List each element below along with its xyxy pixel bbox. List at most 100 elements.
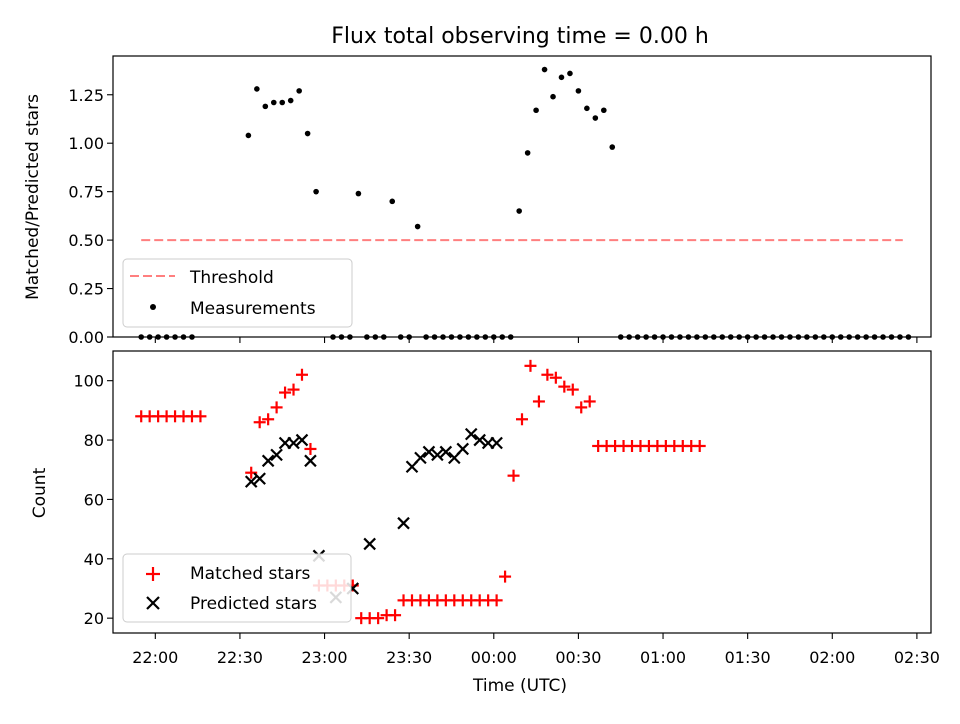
matched-star-point (194, 410, 207, 423)
y-tick-label: 20 (84, 609, 104, 628)
matched-star-point (524, 359, 537, 372)
matched-star-point (253, 416, 266, 429)
bottom-panel: 20 40 60 80 100 22:00 22:30 23:00 23:30 00:00 00:… (30, 350, 940, 696)
legend-predicted-swatch (146, 596, 160, 610)
measurement-point (541, 66, 548, 73)
x-tick-label: 00:30 (555, 648, 601, 667)
x-tick-label: 23:30 (386, 648, 432, 667)
predicted-star-point (304, 454, 317, 468)
legend-threshold-label: Threshold (189, 268, 274, 288)
y-tick-label: 0.50 (68, 231, 104, 250)
top-panel: 0.00 0.25 0.50 0.75 1.00 1.25 Matched/Predict… (23, 55, 932, 347)
measurement-point (550, 93, 556, 100)
matched-star-point (490, 594, 503, 607)
measurement-point (296, 88, 302, 94)
measurement-point (592, 115, 599, 121)
predicted-star-point (464, 427, 478, 441)
bottom-legend: Matched stars Predicted stars (122, 553, 352, 623)
legend-predicted-label: Predicted stars (190, 594, 317, 614)
predicted-star-point (397, 516, 410, 530)
measurement-point (313, 188, 319, 195)
legend-matched-swatch (146, 567, 160, 581)
y-tick-label: 0.00 (68, 328, 104, 347)
predicted-star-point (261, 454, 275, 468)
y-tick-label: 1.00 (68, 134, 104, 153)
y-tick-label: 1.25 (68, 86, 104, 105)
bottom-y-axis: 20 40 60 80 100 (73, 372, 113, 628)
x-tick-label: 01:30 (725, 648, 771, 667)
predicted-star-point (253, 472, 266, 485)
x-tick-label: 22:00 (132, 648, 178, 667)
y-tick-label: 60 (84, 490, 104, 509)
measurement-point (584, 105, 590, 112)
measurement-point (279, 99, 286, 106)
measurement-point (287, 97, 294, 104)
matched-star-point (295, 368, 308, 381)
x-tick-label: 22:30 (217, 648, 263, 667)
measurement-point (414, 223, 421, 230)
measurement-point (262, 103, 269, 110)
predicted-star-point (490, 436, 503, 450)
measurement-point (389, 198, 396, 205)
x-tick-label: 23:00 (301, 648, 347, 667)
figure-title: Flux total observing time = 0.00 h (331, 24, 709, 49)
predicted-star-point (363, 537, 376, 551)
measurement-point (516, 208, 522, 214)
matched-star-point (558, 380, 571, 393)
legend-measurement-swatch (150, 304, 156, 310)
measurement-point (601, 107, 607, 114)
predicted-star-point (473, 433, 486, 447)
matched-star-point (262, 413, 275, 426)
measurement-point (245, 132, 252, 139)
y-tick-label: 40 (84, 550, 104, 569)
predicted-star-point (270, 448, 283, 462)
matched-star-point (287, 383, 300, 396)
predicted-star-point (287, 436, 300, 450)
top-legend: Threshold Measurements (122, 258, 353, 328)
legend-measurements-label: Measurements (190, 299, 316, 319)
matched-star-point (566, 383, 579, 396)
measurement-point (567, 70, 573, 77)
matched-star-point (507, 469, 520, 482)
bottom-ylabel: Count (30, 467, 50, 518)
top-ylabel: Matched/Predicted stars (23, 94, 43, 300)
measurement-point (355, 190, 362, 197)
predicted-star-point (439, 445, 453, 459)
matched-star-point (575, 401, 588, 414)
x-tick-label: 00:00 (471, 648, 517, 667)
x-tick-label: 02:30 (894, 648, 940, 667)
y-tick-label: 0.25 (68, 280, 104, 299)
matched-star-point (389, 609, 402, 622)
matched-star-point (279, 386, 292, 399)
measurement-point (270, 99, 277, 106)
bottom-xlabel: Time (UTC) (472, 676, 567, 696)
matched-star-point (532, 395, 545, 408)
top-legend-box (122, 258, 353, 328)
predicted-star-point (431, 448, 444, 462)
predicted-star-point (456, 442, 470, 456)
x-tick-label: 02:00 (809, 648, 855, 667)
measurement-point (575, 88, 582, 94)
matched-star-point (270, 401, 283, 414)
predicted-star-point (422, 445, 436, 459)
matched-star-point (304, 442, 317, 455)
matched-star-point (499, 570, 512, 583)
x-tick-label: 01:00 (640, 648, 686, 667)
top-plot-frame (112, 55, 932, 338)
legend-matched-label: Matched stars (190, 564, 310, 584)
y-tick-label: 80 (84, 431, 104, 450)
measurement-point (533, 107, 539, 114)
y-tick-label: 0.75 (68, 183, 104, 202)
matched-star-point (693, 439, 706, 452)
predicted-star-point (414, 451, 427, 465)
top-y-axis: 0.00 0.25 0.50 0.75 1.00 1.25 (68, 86, 113, 347)
predicted-star-point (244, 475, 258, 488)
bottom-legend-box (122, 553, 352, 623)
measurement-point (304, 130, 311, 137)
matched-star-point (549, 371, 562, 384)
measurement-point (609, 144, 616, 150)
measurement-point (524, 150, 531, 156)
predicted-star-point (295, 433, 309, 447)
